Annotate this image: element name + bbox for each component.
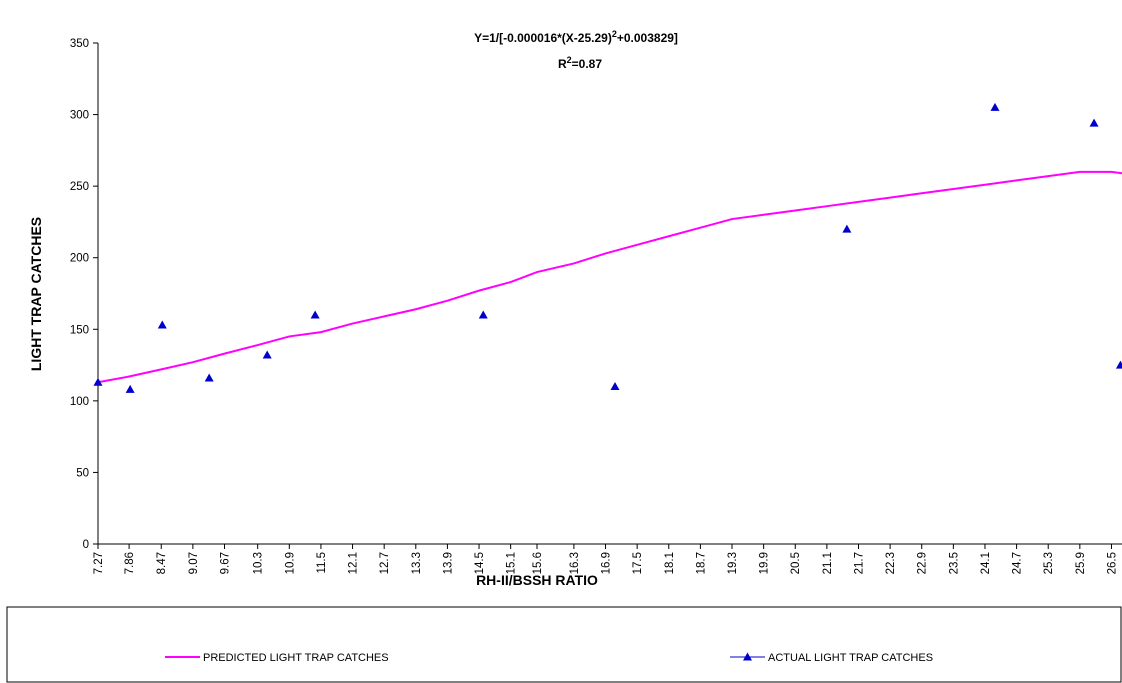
data-point (1089, 118, 1099, 127)
x-tick-label: 7.27 (93, 552, 105, 574)
x-tick-label: 25.3 (1043, 552, 1055, 574)
x-tick-label: 21.7 (853, 552, 865, 574)
legend-label: ACTUAL LIGHT TRAP CATCHES (768, 652, 933, 664)
x-tick-label: 9.07 (188, 552, 200, 574)
x-tick-label: 9.67 (219, 552, 231, 574)
x-tick-label: 13.9 (442, 552, 454, 574)
x-tick-label: 23.5 (948, 552, 960, 574)
x-tick-label: 18.7 (695, 552, 707, 574)
equation-sup: 2 (612, 29, 617, 39)
x-axis-label: RH-II/BSSH RATIO (476, 572, 598, 588)
x-tick-label: 24.1 (980, 552, 992, 574)
data-point (204, 373, 214, 382)
data-point (310, 310, 320, 319)
x-tick-label: 17.5 (632, 552, 644, 574)
y-tick-label: 100 (70, 396, 89, 408)
equation: Y=1/[-0.000016*(X-25.29)2+0.003829] (474, 29, 678, 45)
data-point (1115, 360, 1122, 369)
x-tick-label: 26.5 (1106, 552, 1118, 574)
x-tick-label: 18.1 (664, 552, 676, 574)
equation-text: +0.003829] (617, 31, 678, 45)
x-tick-label: 15.1 (506, 552, 518, 574)
x-tick-label: 16.3 (569, 552, 581, 574)
data-point (610, 382, 620, 391)
data-point (990, 102, 1000, 111)
data-point (842, 224, 852, 233)
x-tick-label: 12.7 (379, 552, 391, 574)
y-tick-label: 350 (70, 38, 89, 50)
y-tick-label: 200 (70, 253, 89, 265)
x-tick-label: 19.9 (759, 552, 771, 574)
r-squared: R2=0.87 (558, 55, 602, 71)
y-tick-label: 50 (76, 467, 89, 479)
x-tick-label: 21.1 (822, 552, 834, 574)
x-tick-label: 22.3 (885, 552, 897, 574)
data-point (93, 377, 103, 386)
data-point (478, 310, 488, 319)
legend-label: PREDICTED LIGHT TRAP CATCHES (203, 652, 389, 664)
x-tick-label: 8.47 (156, 552, 168, 574)
x-tick-label: 22.9 (917, 552, 929, 574)
x-tick-label: 16.9 (601, 552, 613, 574)
r-squared-text: =0.87 (572, 57, 603, 71)
y-tick-label: 0 (83, 539, 89, 551)
x-tick-label: 24.7 (1012, 552, 1024, 574)
x-tick-label: 19.3 (727, 552, 739, 574)
data-point (262, 350, 272, 359)
x-tick-label: 20.5 (790, 552, 802, 574)
y-axis-label: LIGHT TRAP CATCHES (28, 217, 44, 371)
x-tick-label: 10.3 (253, 552, 265, 574)
x-tick-label: 15.6 (532, 552, 544, 574)
r-squared-sup: 2 (567, 55, 572, 65)
legend-marker (743, 652, 752, 661)
data-point (125, 384, 135, 393)
x-tick-label: 13.3 (411, 552, 423, 574)
equation-text: Y=1/[-0.000016*(X-25.29) (474, 31, 612, 45)
x-tick-label: 11.5 (316, 552, 328, 574)
y-tick-label: 250 (70, 181, 89, 193)
legend-box (6, 606, 1122, 683)
r-squared-text: R (558, 57, 567, 71)
x-tick-label: 10.9 (284, 552, 296, 574)
data-line (97, 170, 1122, 384)
x-tick-label: 14.5 (474, 552, 486, 574)
x-tick-label: 7.86 (124, 552, 136, 574)
y-tick-label: 300 (70, 110, 89, 122)
x-tick-label: 25.9 (1075, 552, 1087, 574)
data-point (157, 320, 167, 329)
y-tick-label: 150 (70, 324, 89, 336)
x-tick-label: 12.1 (348, 552, 360, 574)
